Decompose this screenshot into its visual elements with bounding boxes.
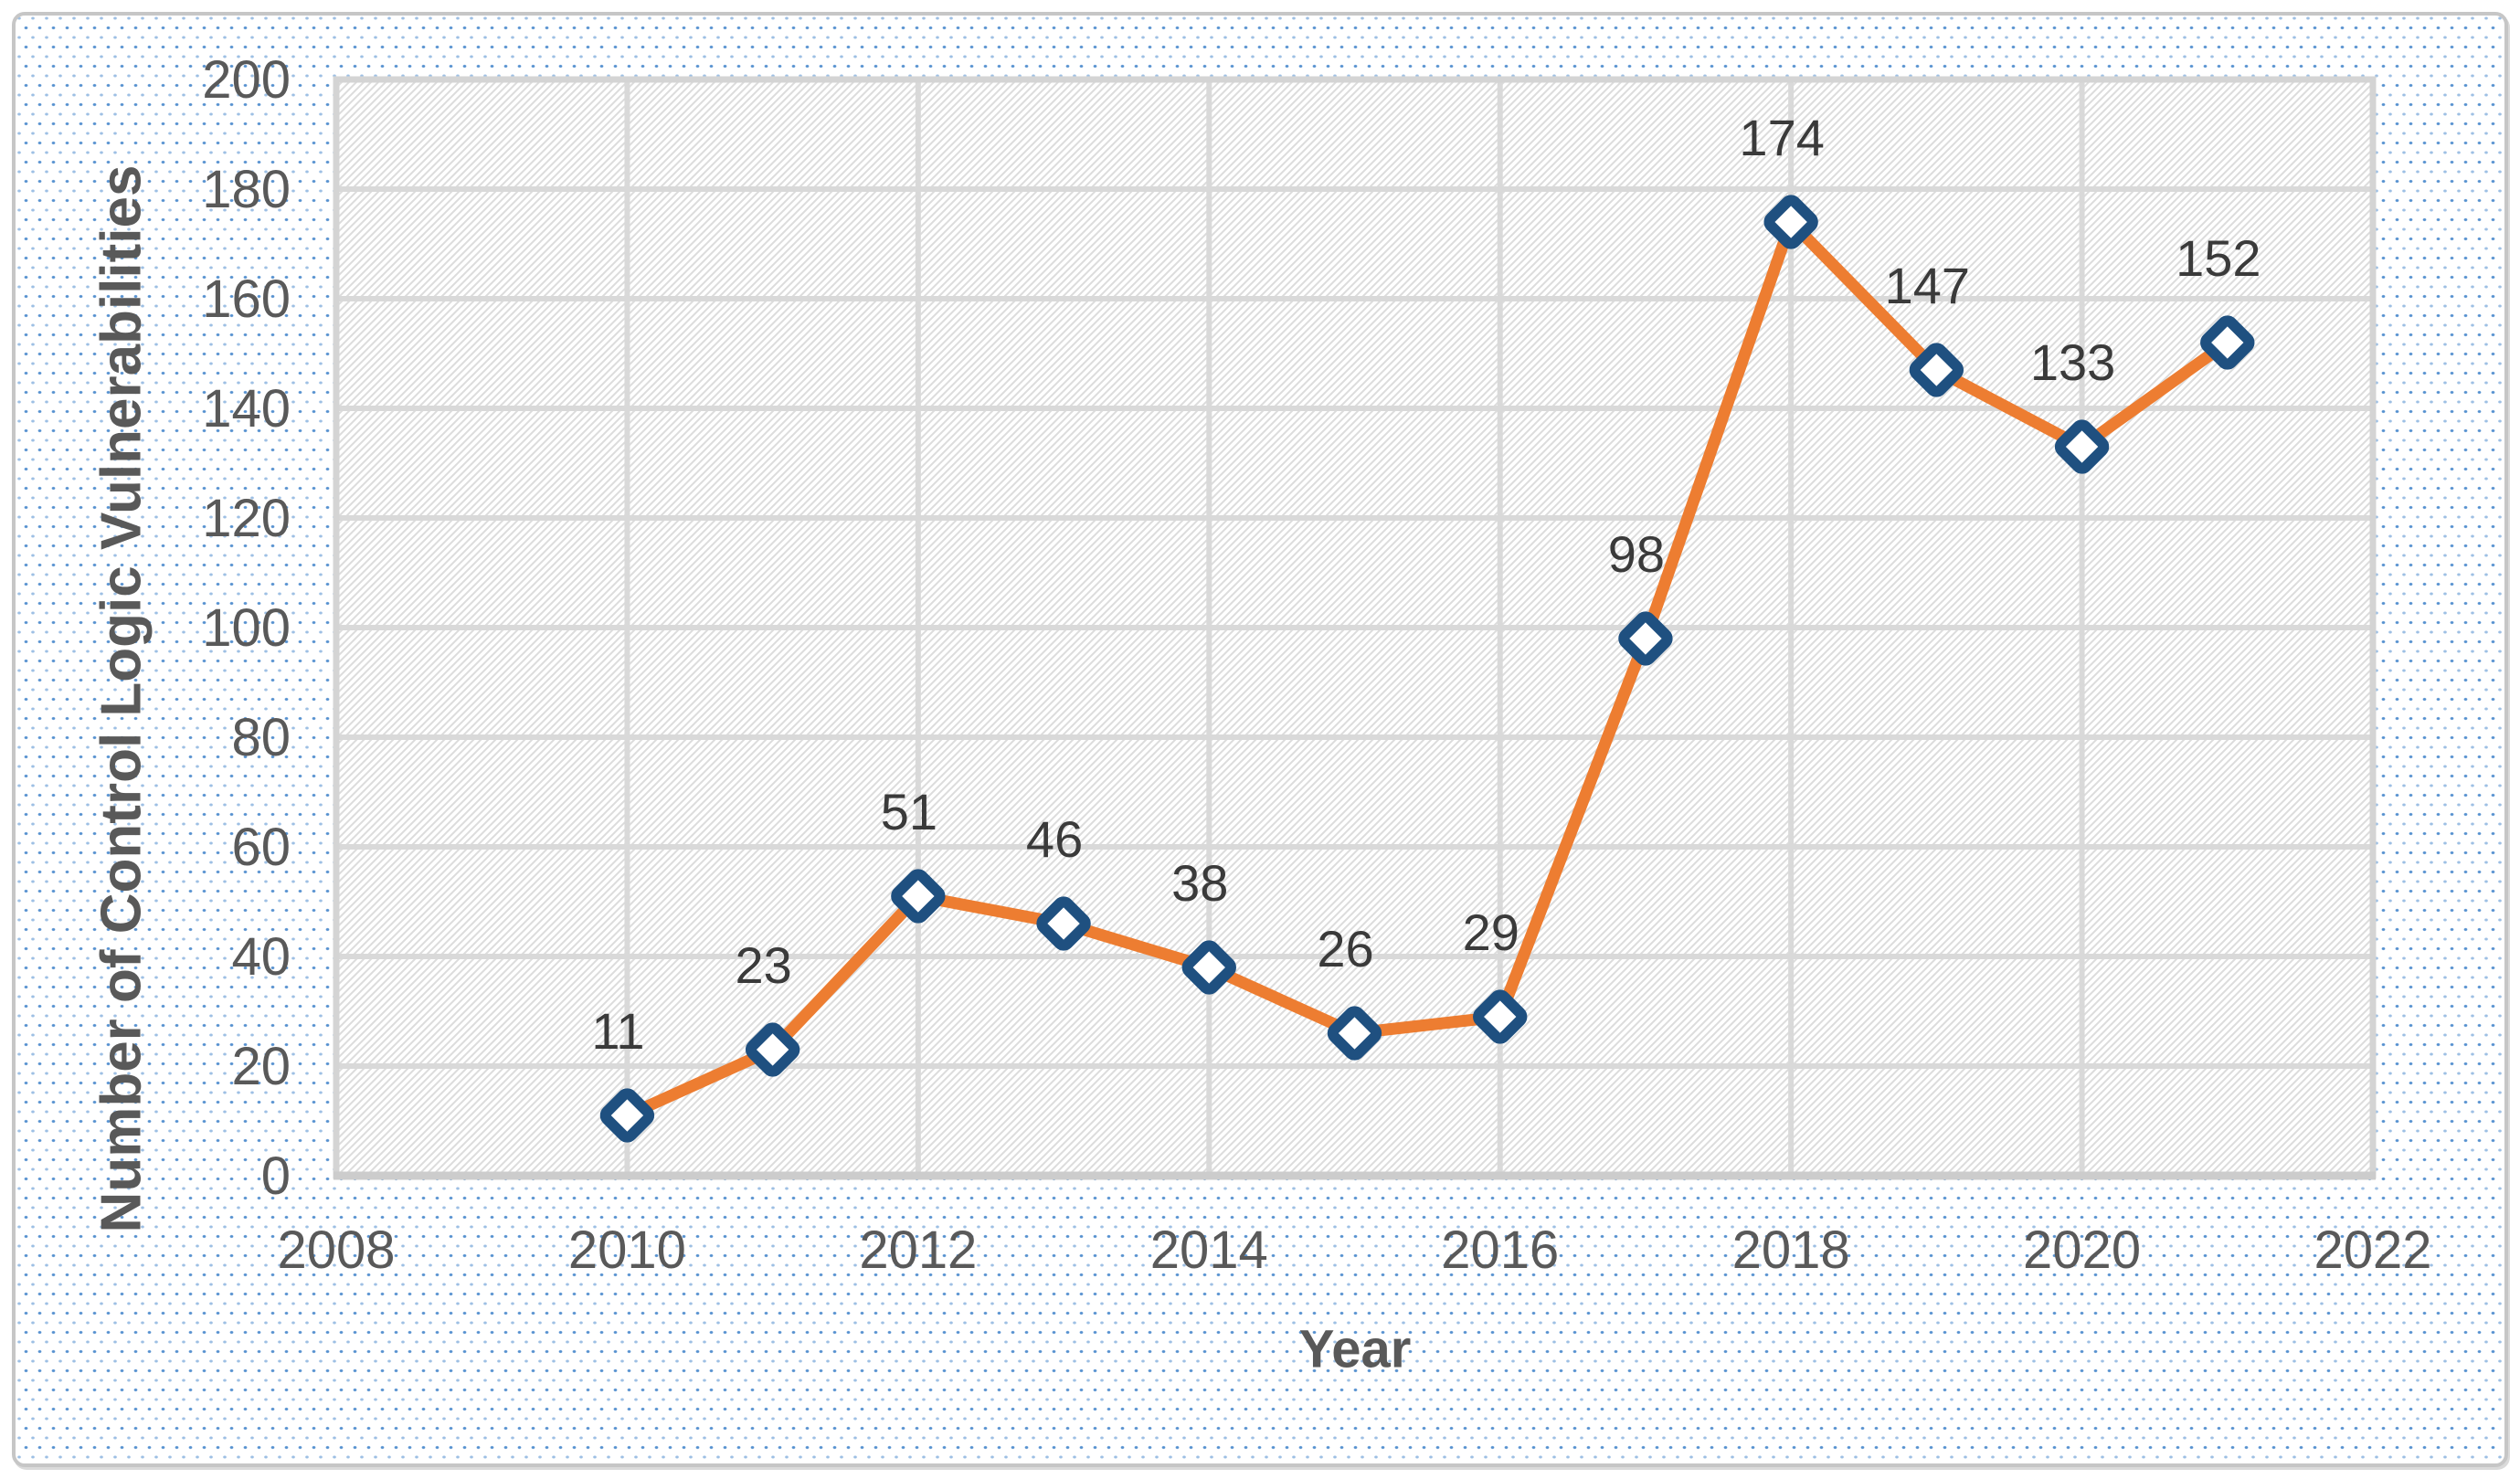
x-tick-label: 2010 bbox=[568, 1220, 686, 1280]
data-point-marker bbox=[891, 869, 946, 924]
data-label: 46 bbox=[1026, 810, 1083, 868]
y-tick-label: 200 bbox=[202, 50, 291, 110]
x-tick-label: 2008 bbox=[277, 1220, 395, 1280]
x-tick-label: 2022 bbox=[2314, 1220, 2431, 1280]
data-point-marker bbox=[2054, 419, 2110, 474]
x-axis-title: Year bbox=[1298, 1319, 1412, 1379]
y-tick-label: 80 bbox=[231, 708, 291, 767]
y-axis-title: Number of Control Logic Vulnerabilities bbox=[90, 164, 154, 1233]
y-tick-label: 180 bbox=[202, 160, 291, 219]
data-point-marker bbox=[1763, 195, 1818, 249]
x-tick-label: 2016 bbox=[1441, 1220, 1559, 1280]
data-label: 133 bbox=[2030, 333, 2115, 391]
data-point-marker bbox=[1327, 1006, 1382, 1061]
data-label: 174 bbox=[1739, 109, 1824, 166]
data-point-marker bbox=[1909, 343, 1964, 397]
x-tick-label: 2012 bbox=[859, 1220, 977, 1280]
data-label: 147 bbox=[1885, 257, 1970, 314]
y-tick-label: 40 bbox=[231, 927, 291, 987]
x-tick-label: 2020 bbox=[2023, 1220, 2141, 1280]
data-point-marker bbox=[1036, 896, 1091, 951]
data-label: 26 bbox=[1317, 920, 1373, 977]
data-label: 23 bbox=[735, 936, 791, 994]
series-line bbox=[620, 216, 2234, 1122]
data-label: 51 bbox=[881, 783, 937, 840]
data-point-marker bbox=[1181, 940, 1236, 995]
y-tick-label: 60 bbox=[231, 818, 291, 877]
data-point-marker bbox=[1618, 611, 1673, 666]
data-point-marker bbox=[599, 1088, 655, 1143]
y-tick-label: 100 bbox=[202, 598, 291, 658]
data-label: 38 bbox=[1171, 854, 1228, 912]
y-tick-label: 160 bbox=[202, 269, 291, 329]
y-tick-label: 120 bbox=[202, 489, 291, 548]
y-tick-label: 140 bbox=[202, 379, 291, 438]
y-tick-label: 0 bbox=[261, 1146, 291, 1206]
data-label: 29 bbox=[1463, 903, 1519, 961]
data-point-marker bbox=[1473, 989, 1528, 1044]
y-tick-label: 20 bbox=[231, 1037, 291, 1096]
x-tick-label: 2018 bbox=[1732, 1220, 1850, 1280]
data-label: 11 bbox=[591, 1002, 644, 1060]
x-tick-label: 2014 bbox=[1150, 1220, 1268, 1280]
data-point-marker bbox=[2200, 315, 2255, 370]
data-label: 98 bbox=[1608, 525, 1665, 583]
data-point-marker bbox=[745, 1022, 800, 1077]
data-label: 152 bbox=[2176, 229, 2261, 287]
